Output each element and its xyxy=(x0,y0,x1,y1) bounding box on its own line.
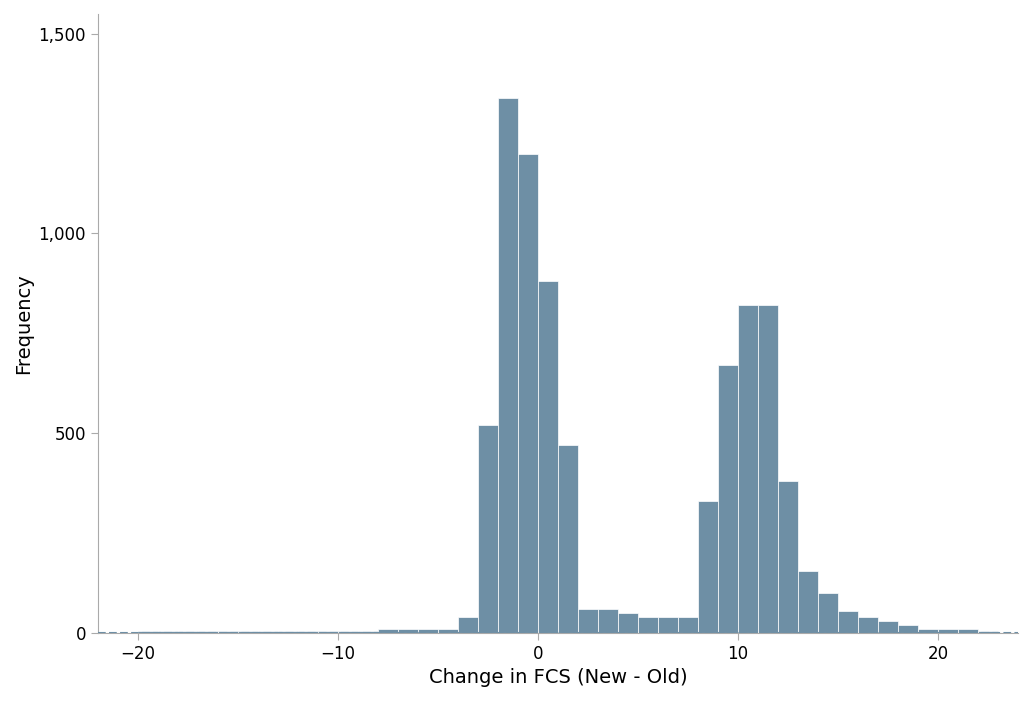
Bar xyxy=(759,306,778,633)
Bar xyxy=(638,617,658,633)
Bar xyxy=(218,631,237,633)
Bar xyxy=(398,629,418,633)
Bar xyxy=(458,617,478,633)
Bar xyxy=(858,617,878,633)
Bar xyxy=(418,629,438,633)
Bar xyxy=(898,625,918,633)
Bar xyxy=(978,631,998,633)
Bar xyxy=(698,501,718,633)
Bar xyxy=(237,631,258,633)
Bar xyxy=(798,571,818,633)
Bar xyxy=(137,631,158,633)
Bar xyxy=(538,281,558,633)
Bar xyxy=(578,608,598,633)
Bar xyxy=(658,617,678,633)
Y-axis label: Frequency: Frequency xyxy=(13,273,33,374)
Bar xyxy=(838,611,858,633)
Bar xyxy=(618,613,638,633)
Bar xyxy=(158,631,178,633)
Bar xyxy=(478,425,497,633)
Bar xyxy=(378,629,398,633)
Bar xyxy=(558,445,578,633)
Bar xyxy=(278,631,298,633)
Bar xyxy=(818,593,838,633)
Bar xyxy=(258,631,278,633)
Bar xyxy=(778,481,798,633)
Bar xyxy=(298,631,318,633)
Bar xyxy=(318,631,337,633)
Bar xyxy=(918,629,938,633)
Bar xyxy=(198,631,218,633)
Bar xyxy=(598,608,618,633)
X-axis label: Change in FCS (New - Old): Change in FCS (New - Old) xyxy=(428,668,687,687)
Bar xyxy=(518,154,538,633)
Bar xyxy=(938,629,958,633)
Bar xyxy=(178,631,198,633)
Bar xyxy=(718,365,738,633)
Bar xyxy=(438,629,458,633)
Bar xyxy=(738,306,759,633)
Bar xyxy=(678,617,698,633)
Bar xyxy=(958,629,978,633)
Bar xyxy=(497,97,518,633)
Bar xyxy=(358,631,378,633)
Bar xyxy=(337,631,358,633)
Bar xyxy=(878,621,898,633)
